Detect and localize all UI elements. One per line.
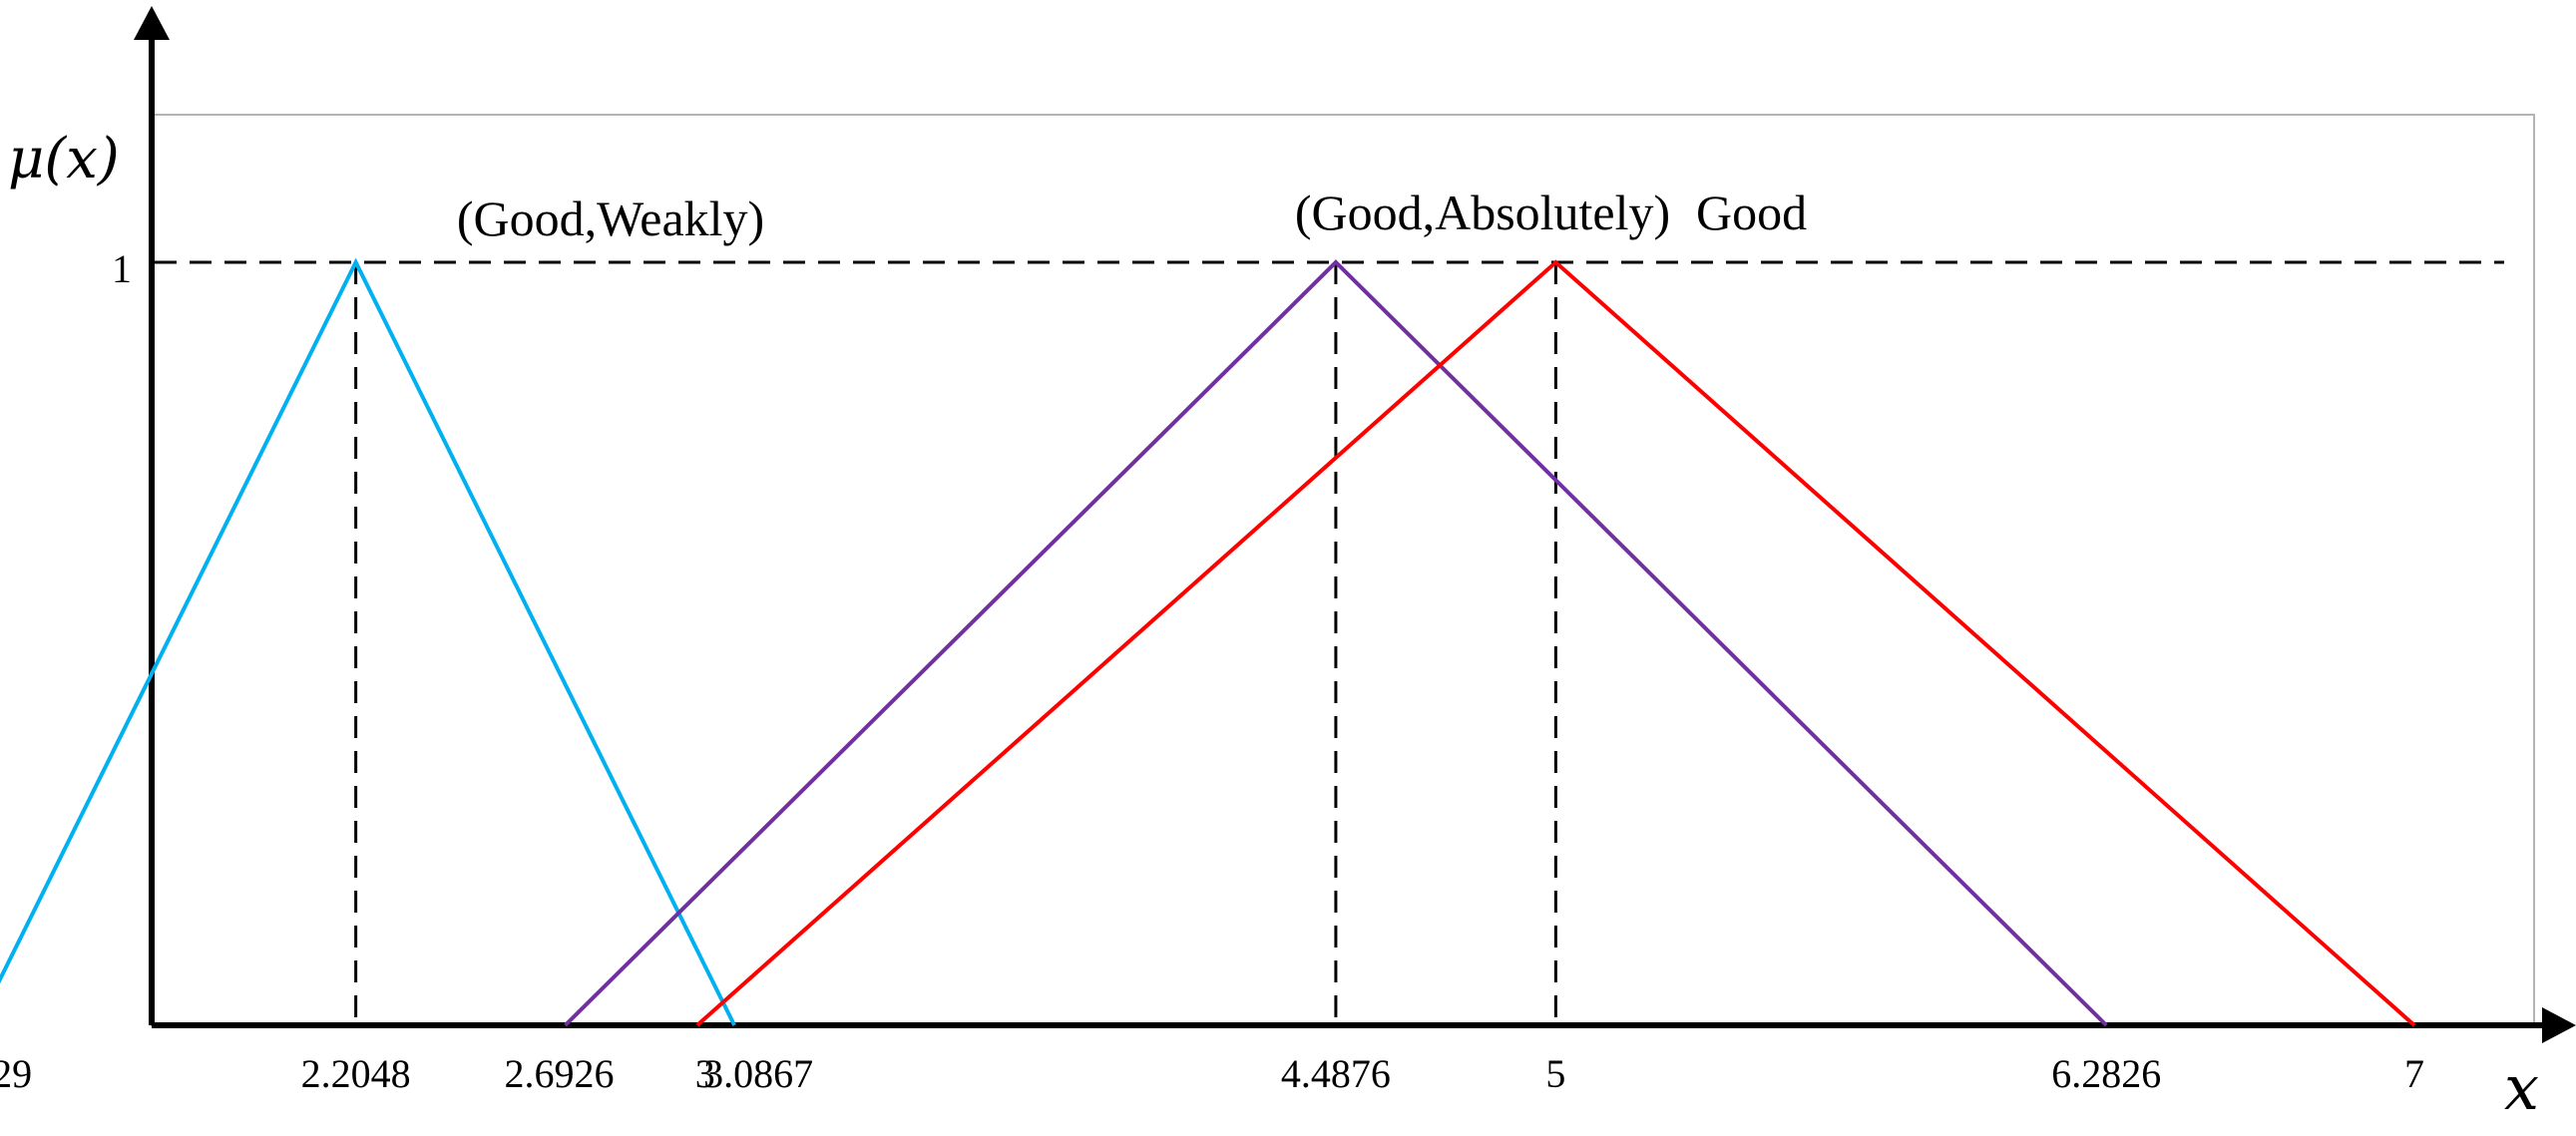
y-tick-labels: 1 [112, 246, 132, 291]
x-tick-label: 4.4876 [1281, 1051, 1391, 1096]
x-tick-label: 1.3229 [0, 1051, 32, 1096]
y-axis-arrow [134, 6, 170, 40]
x-tick-label: 2.6926 [505, 1051, 615, 1096]
series-line [695, 259, 2416, 1027]
x-tick-label: 2.2048 [301, 1051, 411, 1096]
y-axis-title: μ(x) [8, 127, 120, 191]
series-label-good: Good [1696, 185, 1807, 240]
x-axis-title: x [2504, 1051, 2539, 1124]
x-tick-label: 5 [1545, 1051, 1565, 1096]
series-label-good-absolutely: (Good,Absolutely) [1295, 185, 1670, 240]
y-tick-label: 1 [112, 246, 132, 291]
series-group [0, 257, 2416, 1027]
reference-lines [155, 260, 2504, 1025]
x-tick-label: 3 [695, 1051, 715, 1096]
x-tick-label: 6.2826 [2051, 1051, 2161, 1096]
series-line [564, 259, 2108, 1027]
series-line [0, 257, 736, 1026]
series-label-good-weakly: (Good,Weakly) [457, 190, 764, 246]
x-tick-label: 7 [2404, 1051, 2424, 1096]
x-axis-arrow [2542, 1007, 2576, 1043]
x-tick-label: 3.0867 [703, 1051, 813, 1096]
x-tick-labels: 1.3229 2.2048 2.6926 3 3.0867 4.4876 5 6… [0, 1051, 2424, 1096]
